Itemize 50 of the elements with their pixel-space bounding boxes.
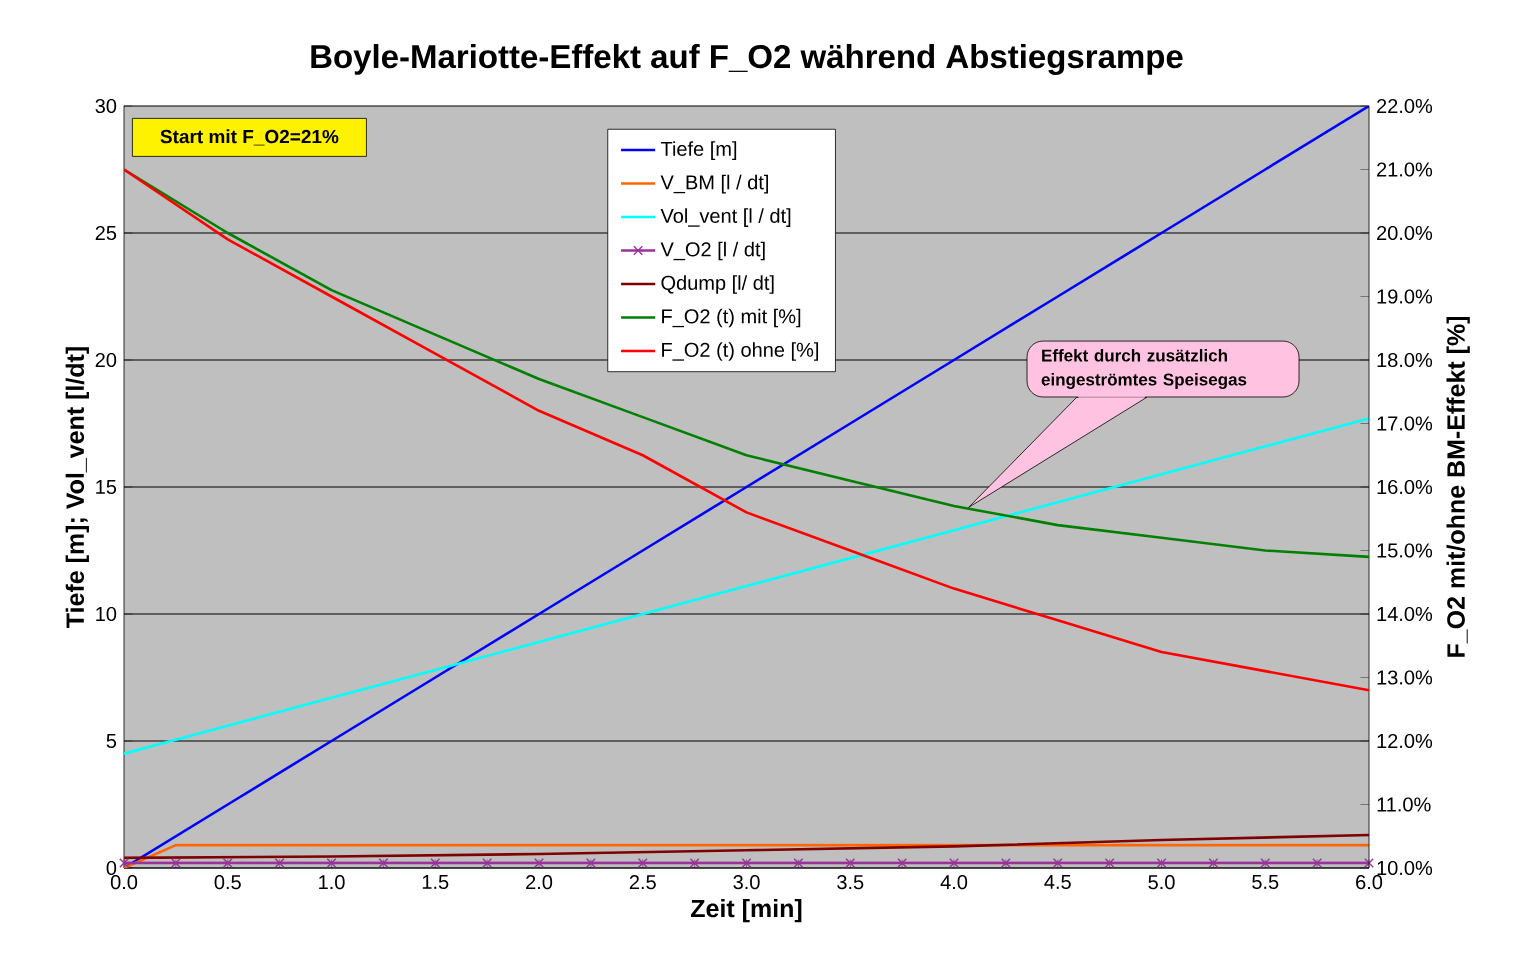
chart-title: Boyle-Mariotte-Effekt auf F_O2 während Abstiegsrampe <box>311 44 1183 75</box>
y2-axis-title: F_O2 mit/ohne BM-Effekt [%] <box>1446 316 1470 657</box>
y2-tick-label: 13.0% <box>1377 670 1433 685</box>
x-tick-label: 2.5 <box>629 875 656 890</box>
y2-tick-label: 18.0% <box>1377 352 1433 368</box>
legend-label: V_BM [l / dt] <box>660 174 768 194</box>
line-series <box>124 168 1369 559</box>
y2-tick-label: 16.0% <box>1377 479 1433 495</box>
y-tick-label: 30 <box>95 98 117 114</box>
y2-tick-label: 15.0% <box>1377 543 1433 558</box>
y2-tick-label: 14.0% <box>1377 606 1433 622</box>
y-tick-label: 10 <box>96 606 117 622</box>
x-tick-label: 5.0 <box>1148 875 1175 890</box>
y2-tick-label: 10.0% <box>1377 860 1433 876</box>
x-tick-label: 4.0 <box>940 875 968 890</box>
x-axis-title: Zeit [min] <box>691 898 802 923</box>
x-tick-label: 3.5 <box>837 875 864 890</box>
y-axis-title: Tiefe [m]; Vol_vent [l/dt] <box>65 347 89 628</box>
x-tick-label: 2.0 <box>526 875 553 890</box>
y-tick-label: 0 <box>106 860 117 876</box>
y2-tick-label: 12.0% <box>1377 733 1433 749</box>
x-tick-label: 0.5 <box>214 875 241 890</box>
y2-tick-label: 21.0% <box>1377 162 1433 177</box>
x-tick-label: 5.5 <box>1252 875 1279 890</box>
line-series <box>124 833 1369 860</box>
x-tick-label: 0.0 <box>110 875 138 890</box>
legend-label: Qdump [l/ dt] <box>661 275 774 294</box>
x-tick-label: 1.5 <box>422 875 449 890</box>
y2-tick-label: 20.0% <box>1377 225 1433 241</box>
legend-label: F_O2 (t) mit [%] <box>662 308 801 328</box>
x-tick-label: 3.0 <box>733 875 760 890</box>
line-series <box>124 168 1369 692</box>
legend-label: F_O2 (t) ohne [%] <box>662 342 819 361</box>
y-tick-label: 20 <box>95 352 117 368</box>
x-tick-label: 6.0 <box>1356 875 1383 890</box>
legend-label: Tiefe [m] <box>660 141 737 160</box>
annotation: Effekt durch zusätzlich eingeströmtes Speisegas <box>1041 349 1247 389</box>
legend-label: V_O2 [l / dt] <box>660 241 765 261</box>
annotation: Start mit F_O2=21% <box>160 129 339 146</box>
x-tick-label: 4.5 <box>1044 875 1071 890</box>
legend-label: Vol_vent [l / dt] <box>660 208 791 227</box>
line-series <box>124 106 1369 868</box>
x-tick-label: 1.0 <box>319 875 345 890</box>
y2-tick-label: 19.0% <box>1377 289 1433 304</box>
y2-tick-label: 17.0% <box>1377 416 1433 431</box>
y-tick-label: 5 <box>106 734 117 748</box>
y2-tick-label: 22.0% <box>1377 98 1433 114</box>
y-tick-label: 15 <box>96 480 117 494</box>
y-tick-label: 25 <box>95 225 117 241</box>
y2-tick-label: 11.0% <box>1377 797 1431 812</box>
